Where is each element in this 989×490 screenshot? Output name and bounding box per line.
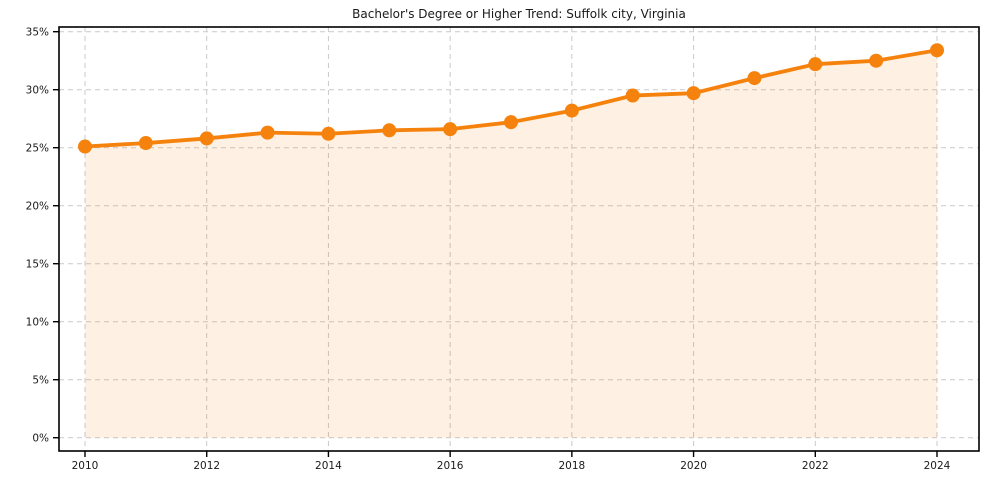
data-point-marker — [564, 103, 579, 118]
y-axis-tick-label: 30% — [26, 85, 49, 97]
x-axis-tick-label: 2024 — [924, 460, 951, 472]
x-axis-tick-label: 2022 — [802, 460, 829, 472]
data-point-marker — [78, 139, 92, 154]
y-axis-tick-label: 10% — [26, 317, 49, 329]
y-axis-tick-label: 0% — [32, 433, 49, 445]
chart-title: Bachelor's Degree or Higher Trend: Suffo… — [352, 7, 686, 21]
y-axis-tick-label: 20% — [26, 201, 49, 213]
axes-border — [58, 26, 980, 452]
x-axis-tick-label: 2012 — [193, 460, 220, 472]
area-fill — [85, 50, 937, 438]
data-point-marker — [138, 136, 153, 151]
x-axis-tick-label: 2020 — [680, 460, 707, 472]
y-axis-tick-label: 15% — [26, 259, 49, 271]
x-axis-tick-label: 2014 — [315, 460, 342, 472]
y-axis-tick-label: 35% — [26, 27, 49, 39]
data-point-marker — [869, 53, 884, 68]
data-point-marker — [808, 57, 823, 72]
x-axis-tick-label: 2018 — [558, 460, 585, 472]
data-point-marker — [625, 88, 640, 103]
data-point-marker — [199, 131, 214, 146]
data-point-marker — [930, 43, 944, 58]
y-axis-tick-label: 5% — [32, 375, 49, 387]
data-point-marker — [686, 86, 701, 101]
data-point-marker — [504, 115, 518, 130]
data-point-marker — [321, 126, 336, 141]
data-point-marker — [260, 125, 275, 140]
x-axis-tick-label: 2010 — [72, 460, 99, 472]
data-point-marker — [443, 122, 458, 137]
x-axis-tick-label: 2016 — [437, 460, 464, 472]
data-point-marker — [382, 123, 397, 138]
y-axis-tick-label: 25% — [26, 143, 49, 155]
data-point-marker — [747, 71, 762, 86]
